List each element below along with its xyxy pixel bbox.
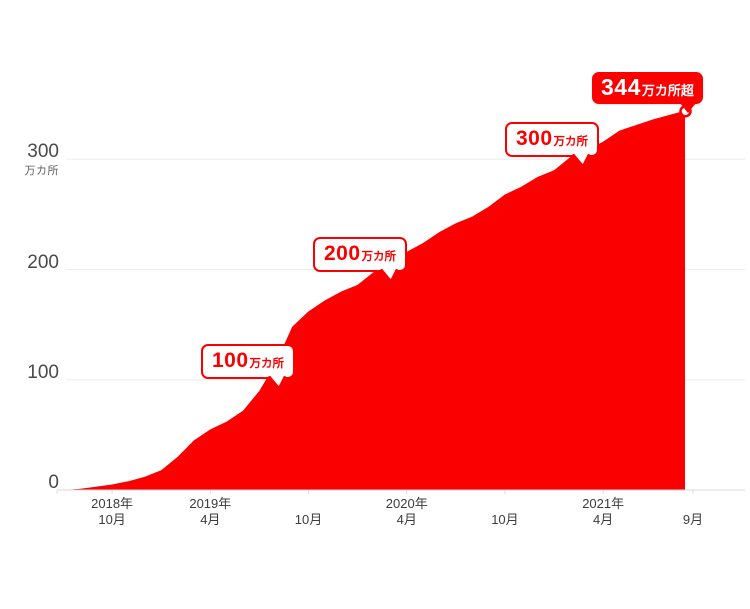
x-axis-label-year: 2019年 [189, 496, 232, 511]
y-axis-value: 0 [48, 472, 59, 493]
x-axis-label-month: 10月 [491, 512, 519, 527]
x-axis-label: 9月 [683, 496, 703, 528]
callout-tail-icon [268, 376, 286, 389]
x-axis-label: 2019年 4月 [189, 496, 231, 528]
milestone-number: 300 [516, 127, 553, 150]
milestone-suffix: 万カ所 [361, 251, 397, 263]
x-axis-label-year: 2018年 [91, 496, 134, 511]
callout-tail-icon [380, 269, 398, 282]
area-series [63, 110, 685, 490]
y-axis-label: 300 万カ所 [17, 141, 60, 181]
x-axis-label-month: 10月 [294, 512, 323, 527]
x-axis-label-year [295, 496, 322, 512]
y-axis-unit: 万カ所 [24, 165, 59, 178]
milestone-number: 200 [324, 242, 361, 265]
callout-tail-icon [679, 103, 696, 113]
milestone-callout-100: 100 万カ所 [201, 344, 296, 389]
milestone-callout-300: 300 万カ所 [505, 122, 600, 167]
x-axis-label-year: 2020年 [385, 496, 428, 511]
milestone-callout-200: 200 万カ所 [313, 237, 408, 282]
x-axis-label-month: 4月 [396, 512, 417, 527]
milestone-number: 344 [601, 74, 641, 100]
x-axis-label: 2018年 10月 [91, 496, 133, 528]
y-axis-value: 200 [27, 251, 59, 273]
x-axis-label-year [683, 496, 703, 512]
y-axis-label: 200 [17, 253, 59, 272]
x-axis-label-year: 2021年 [582, 496, 625, 511]
y-axis-value: 100 [27, 361, 59, 383]
x-axis-label-month: 4月 [593, 512, 614, 527]
x-axis-label-year [491, 496, 518, 512]
milestone-number: 100 [212, 349, 249, 372]
milestone-suffix: 万カ所 [553, 136, 589, 148]
callout-tail-icon [572, 154, 590, 167]
x-axis-label: 2021年 4月 [582, 496, 624, 528]
milestone-callout-344: 344 万カ所超 [592, 72, 703, 113]
x-axis-label: 10月 [491, 496, 518, 528]
y-axis-value: 300 [27, 141, 59, 163]
y-axis-label: 0 [17, 473, 59, 492]
x-axis-label-month: 4月 [200, 512, 221, 527]
milestone-suffix: 万カ所超 [641, 83, 694, 98]
x-axis-label: 2020年 4月 [386, 496, 428, 528]
x-axis-label-month: 9月 [682, 512, 704, 527]
x-axis-label: 10月 [295, 496, 322, 528]
x-axis-label-month: 10月 [98, 512, 126, 527]
y-axis-label: 100 [17, 363, 59, 382]
milestone-suffix: 万カ所 [249, 358, 285, 370]
